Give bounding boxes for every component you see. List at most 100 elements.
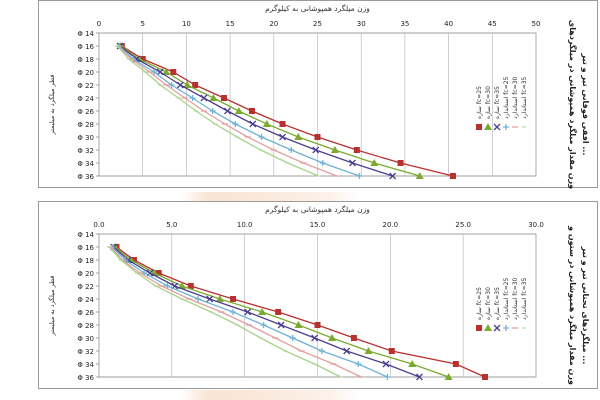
- x-tick-label: 0: [97, 20, 101, 28]
- data-point: [328, 334, 337, 341]
- data-point: [168, 82, 175, 88]
- side-title-line1: وزن مقدار میلگرد همپوشانی در ستون و: [568, 225, 578, 385]
- data-point: [452, 361, 459, 367]
- data-point: [382, 360, 390, 368]
- data-point: [279, 121, 286, 127]
- x-tick-label: 10: [182, 20, 191, 28]
- data-point: [215, 295, 224, 302]
- series-5: [115, 45, 321, 177]
- chart-top-svg: وزن میلگرد همپوشانی به کیلوگرم 0 5 10 15 20 25…: [48, 4, 590, 189]
- data-point: [176, 81, 184, 89]
- data-point: [384, 374, 391, 380]
- legend-marker: [503, 124, 509, 130]
- data-point: [277, 321, 285, 329]
- data-point: [156, 68, 164, 76]
- data-point: [130, 257, 137, 263]
- legend-marker: [493, 324, 501, 332]
- data-point: [200, 94, 208, 102]
- data-point: [364, 347, 373, 354]
- x-tick-label: 45: [488, 20, 497, 28]
- legend-label: سازه fc=35: [494, 86, 501, 119]
- data-point: [164, 283, 171, 289]
- legend-marker: [503, 325, 509, 331]
- legend-entry: استاندارد fc=30: [512, 277, 519, 329]
- chart-bottom-panel: وزن میلگرد همپوشانی به کیلوگرم 0.0 5.0 10.0…: [38, 201, 598, 389]
- data-point: [230, 309, 237, 315]
- data-point: [192, 82, 199, 88]
- data-point: [349, 159, 356, 167]
- legend-entry: استاندارد fc=35: [521, 277, 528, 329]
- chart-title: وزن میلگرد همپوشانی به کیلوگرم: [265, 205, 370, 214]
- data-point: [353, 147, 360, 153]
- legend-entry: استاندارد fc=35: [521, 76, 528, 128]
- chart-title: وزن میلگرد همپوشانی به کیلوگرم: [265, 4, 370, 13]
- data-point: [449, 173, 456, 179]
- legend-marker: [476, 124, 482, 130]
- x-tick-label: 0.0: [93, 221, 104, 229]
- y-tick-label: Φ 24: [77, 95, 94, 103]
- legend-entry: سازه fc=35: [493, 86, 501, 131]
- y-tick-label: Φ 16: [77, 43, 94, 51]
- data-point: [183, 81, 192, 88]
- data-point: [388, 348, 395, 354]
- series-2: [116, 42, 397, 180]
- x-tick-label: 40: [444, 20, 453, 28]
- data-point: [170, 69, 177, 75]
- x-tick-label: 50: [532, 20, 541, 28]
- y-axis-label: قطر میلگرد به میلیمتر: [48, 275, 56, 336]
- legend-marker: [476, 325, 482, 331]
- legend-label: سازه fc=30: [485, 86, 492, 119]
- data-point: [288, 147, 295, 153]
- watermark-stripe: [0, 192, 600, 202]
- y-tick-label: Φ 30: [77, 335, 94, 343]
- y-tick-label: Φ 20: [77, 69, 94, 77]
- data-point: [294, 133, 303, 140]
- legend-entry: سازه fc=30: [484, 86, 492, 130]
- data-point: [330, 146, 339, 153]
- series-5: [107, 246, 343, 378]
- data-point: [262, 120, 271, 127]
- data-point: [232, 121, 239, 127]
- x-tick-label: 35: [400, 20, 409, 28]
- legend-entry: استاندارد fc=25: [503, 277, 510, 331]
- side-title-line2: افقی فوقانی تیر و تیر ...: [581, 53, 590, 156]
- legend-label: سازه fc=25: [476, 287, 483, 320]
- legend-label: سازه fc=30: [485, 287, 492, 320]
- data-point: [356, 173, 363, 179]
- x-tick-label: 15: [226, 20, 235, 28]
- y-tick-label: Φ 30: [77, 134, 94, 142]
- y-tick-label: Φ 32: [77, 147, 94, 155]
- x-tick-label: 15.0: [310, 221, 326, 229]
- y-tick-label: Φ 14: [77, 30, 94, 38]
- data-point: [234, 107, 243, 114]
- x-tick-label: 10.0: [237, 221, 253, 229]
- data-point: [206, 295, 214, 303]
- data-point: [178, 282, 187, 289]
- data-point: [220, 95, 227, 101]
- y-tick-label: Φ 20: [77, 270, 94, 278]
- watermark-stripe-bottom: [0, 390, 600, 400]
- data-point: [244, 308, 252, 316]
- legend-label: استاندارد fc=30: [512, 76, 519, 119]
- y-tick-label: Φ 14: [77, 231, 94, 239]
- data-point: [195, 296, 202, 302]
- y-tick-label: Φ 24: [77, 296, 94, 304]
- data-point: [343, 347, 351, 355]
- data-point: [209, 108, 216, 114]
- data-point: [314, 134, 321, 140]
- side-title-line2: میلگردهای تحتانی تیر و تیر ...: [581, 246, 591, 365]
- data-point: [209, 94, 218, 101]
- data-point: [187, 283, 194, 289]
- data-point: [416, 373, 423, 381]
- series-4: [107, 246, 365, 378]
- series-4: [115, 45, 340, 177]
- y-tick-label: Φ 22: [77, 82, 94, 90]
- data-point: [249, 120, 257, 128]
- y-tick-label: Φ 28: [77, 322, 94, 330]
- data-point: [355, 361, 362, 367]
- y-axis-label: قطر میلگرد به میلیمتر: [48, 74, 56, 135]
- legend-entry: استاندارد fc=30: [512, 76, 519, 128]
- legend-label: سازه fc=35: [494, 287, 501, 320]
- series-2: [110, 243, 423, 381]
- y-tick-label: Φ 32: [77, 348, 94, 356]
